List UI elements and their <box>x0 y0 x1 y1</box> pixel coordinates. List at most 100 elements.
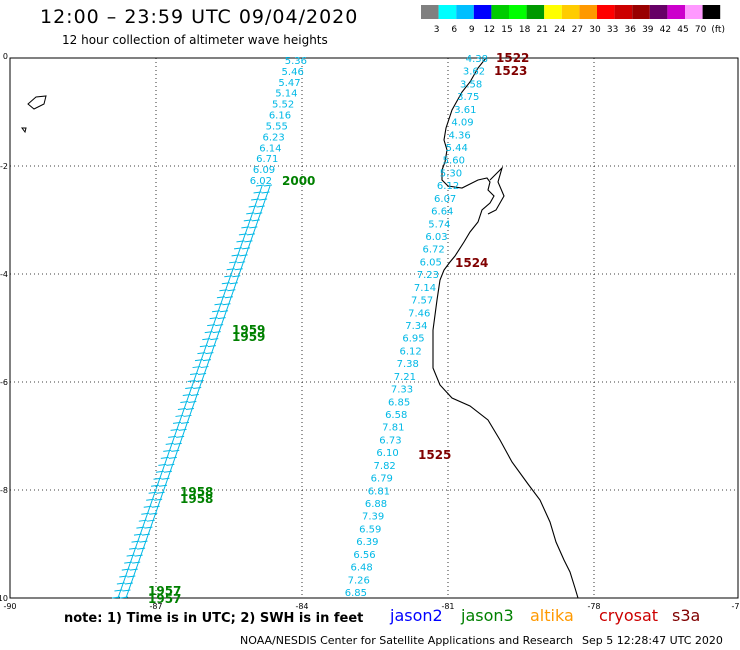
swh-label: 6.79 <box>371 474 393 485</box>
pass-time-label: 1958 <box>180 492 213 506</box>
swh-label: 5.36 <box>285 56 307 67</box>
swh-label: 6.95 <box>402 334 424 345</box>
colorbar-label: 33 <box>607 25 618 35</box>
swh-label: 6.23 <box>262 132 284 143</box>
swh-label: 7.57 <box>411 296 433 307</box>
y-tick-label: -4 <box>0 270 8 279</box>
y-tick-label: -2 <box>0 162 8 171</box>
swh-label: 6.56 <box>353 550 375 561</box>
gulf-coast <box>487 166 505 215</box>
swh-label: 6.73 <box>379 435 401 446</box>
colorbar-swatch <box>649 5 668 19</box>
footnote: note: 1) Time is in UTC; 2) SWH is in fe… <box>64 611 364 626</box>
swh-label: 6.12 <box>437 181 459 192</box>
legend-altika: altika <box>530 606 574 625</box>
swh-label: 4.09 <box>451 118 473 129</box>
colorbar-label: 70 <box>695 25 707 35</box>
colorbar-swatch <box>667 5 685 19</box>
map-title: 12:00 – 23:59 UTC 09/04/2020 <box>40 6 359 28</box>
swh-label: 7.46 <box>408 308 430 319</box>
colorbar-label: 18 <box>519 25 531 35</box>
swh-label: 6.48 <box>350 563 372 574</box>
colorbar-swatch <box>632 5 650 19</box>
colorbar-label: 30 <box>589 25 601 35</box>
swh-label: 7.14 <box>414 283 436 294</box>
pass-time-label: 1523 <box>494 64 527 78</box>
pass-time-label: 1957 <box>148 584 181 598</box>
swh-label: 4.36 <box>448 130 470 141</box>
pass-time-label: 1522 <box>496 51 529 65</box>
swh-label: 6.59 <box>359 524 381 535</box>
swh-label: 4.38 <box>466 54 488 65</box>
colorbar-swatch <box>685 5 703 19</box>
swh-label: 6.09 <box>253 165 275 176</box>
x-tick-label: -78 <box>587 602 600 610</box>
colorbar-swatch <box>579 5 597 19</box>
colorbar-swatch <box>544 5 562 19</box>
swh-label: 5.30 <box>440 168 462 179</box>
ground-track <box>117 185 263 599</box>
swh-label: 7.34 <box>405 321 427 332</box>
x-tick-label: -90 <box>3 602 16 610</box>
swh-label: 6.05 <box>420 257 442 268</box>
legend-jason3: jason3 <box>461 606 514 625</box>
swh-mark <box>263 184 273 187</box>
swh-label: 6.71 <box>256 154 278 165</box>
swh-label: 3.61 <box>454 105 476 116</box>
x-tick-label: -75 <box>731 602 740 610</box>
colorbar-swatch <box>438 5 457 19</box>
pass-time-label: 1524 <box>455 256 488 270</box>
y-tick-label: -8 <box>0 486 8 495</box>
swh-label: 7.23 <box>417 270 439 281</box>
swh-label: 7.38 <box>397 359 419 370</box>
swh-label: 6.58 <box>385 410 407 421</box>
colorbar-label: (ft) <box>711 25 725 35</box>
swh-label: 6.10 <box>376 448 398 459</box>
swh-label: 6.85 <box>388 397 410 408</box>
colorbar-label: 45 <box>677 25 688 35</box>
pass-time-label: 2000 <box>282 174 315 188</box>
swh-label: 3.62 <box>463 67 485 78</box>
swh-label: 6.16 <box>269 111 291 122</box>
y-tick-label: -6 <box>0 378 8 387</box>
swh-label: 6.07 <box>434 194 456 205</box>
swh-label: 6.12 <box>399 346 421 357</box>
swh-label: 6.72 <box>423 245 445 256</box>
colorbar-swatch <box>456 5 474 19</box>
colorbar-label: 9 <box>469 25 475 35</box>
legend-cryosat: cryosat <box>599 606 659 625</box>
coastline <box>432 57 579 599</box>
colorbar-swatch <box>509 5 527 19</box>
colorbar-label: 3 <box>434 25 440 35</box>
swh-label: 7.39 <box>362 512 384 523</box>
colorbar-swatch <box>473 5 492 19</box>
swh-label: 6.88 <box>365 499 387 510</box>
colorbar-label: 24 <box>554 25 566 35</box>
x-tick-label: -87 <box>149 602 162 610</box>
swh-colorbar: 3 6 9 12 15 18 21 24 27 30 33 36 39 42 45 70 (ft) <box>421 5 725 35</box>
colorbar-label: 12 <box>484 25 495 35</box>
colorbar-label: 42 <box>660 25 671 35</box>
swh-label: 6.14 <box>259 143 281 154</box>
swh-label: 6.81 <box>368 486 390 497</box>
pass-time-label: 1958 <box>180 485 213 499</box>
swh-label: 5.55 <box>266 121 288 132</box>
swh-label: 6.85 <box>345 588 367 599</box>
credit-line: NOAA/NESDIS Center for Satellite Applica… <box>240 634 574 647</box>
swh-label: 3.75 <box>457 92 479 103</box>
y-tick-label: -10 <box>0 594 8 603</box>
swh-label: 5.52 <box>272 100 294 111</box>
generated-timestamp: Sep 5 12:28:47 UTC 2020 <box>582 634 723 647</box>
ground-track <box>125 185 271 599</box>
legend-jason2: jason2 <box>390 606 443 625</box>
swh-label: 7.26 <box>348 575 370 586</box>
swh-label: 5.44 <box>446 143 468 154</box>
x-tick-label: -81 <box>441 602 454 610</box>
legend-s3a: s3a <box>672 606 701 625</box>
map-frame <box>9 57 739 599</box>
pass-time-label: 1957 <box>148 592 181 606</box>
swh-label: 7.21 <box>394 372 416 383</box>
y-tick-label: 0 <box>3 52 8 61</box>
swh-label: 5.46 <box>282 67 304 78</box>
swh-label: 7.82 <box>374 461 396 472</box>
